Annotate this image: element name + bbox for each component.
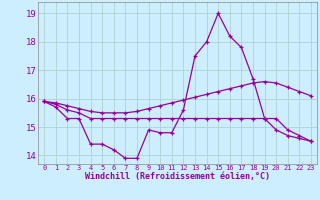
X-axis label: Windchill (Refroidissement éolien,°C): Windchill (Refroidissement éolien,°C) [85,172,270,181]
